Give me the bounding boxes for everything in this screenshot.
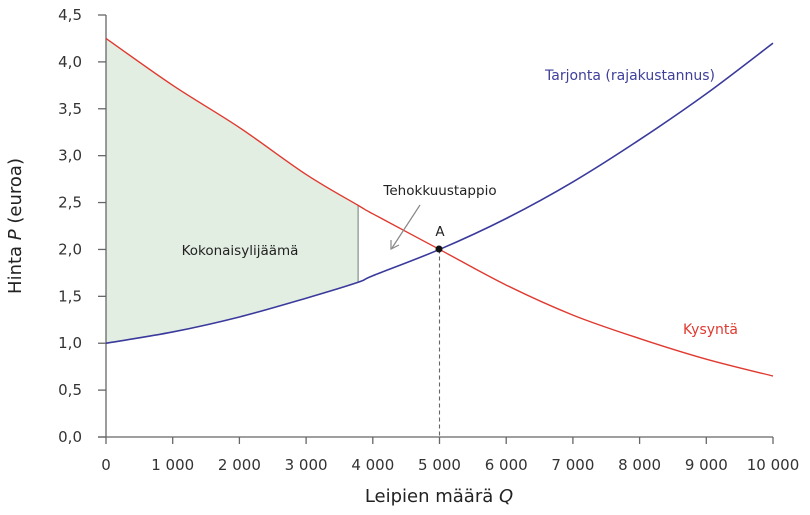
x-tick-label: 2 000 (218, 456, 261, 474)
point-a-label: A (435, 224, 445, 240)
y-tick-label: 1,5 (58, 287, 82, 305)
demand-curve (105, 37, 774, 377)
y-axis-title-post: (euroa) (5, 158, 26, 229)
x-tick-label: 9 000 (685, 456, 728, 474)
y-tick-label: 4,0 (58, 53, 82, 71)
y-tick-label: 2,0 (58, 240, 82, 258)
x-tick-label: 0 (101, 456, 111, 474)
x-tick-label: 1 000 (151, 456, 194, 474)
x-tick-label: 4 000 (351, 456, 394, 474)
y-axis-title-var: P (5, 229, 26, 240)
y-axis-title-pre: Hinta (5, 240, 26, 294)
supply-curve (105, 42, 774, 345)
x-tick-label: 3 000 (285, 456, 328, 474)
deadweight-arrow-icon (390, 204, 421, 250)
total-surplus-area (106, 38, 359, 344)
supply-label: Tarjonta (rajakustannus) (544, 68, 715, 84)
x-axis-title-var: Q (499, 486, 513, 507)
y-tick-label: 3,0 (58, 147, 82, 165)
x-tick-label: 6 000 (485, 456, 528, 474)
y-axis-title: Hinta P (euroa) (5, 158, 26, 294)
equilibrium-point-a (435, 245, 443, 253)
y-tick-label: 0,0 (58, 428, 82, 446)
x-tick-label: 5 000 (418, 456, 461, 474)
y-tick-label: 2,5 (58, 194, 82, 212)
y-tick-label: 0,5 (58, 381, 82, 399)
y-ticks: 0,0 0,5 1,0 1,5 2,0 2,5 3,0 3,5 4,0 4,5 (58, 6, 106, 446)
demand-label: Kysyntä (683, 322, 738, 338)
x-tick-label: 10 000 (747, 456, 800, 474)
axes (98, 15, 773, 438)
x-axis-title: Leipien määrä Q (365, 486, 513, 507)
y-tick-label: 4,5 (58, 6, 82, 24)
total-surplus-label: Kokonaisylijäämä (182, 243, 299, 259)
y-tick-label: 1,0 (58, 334, 82, 352)
x-tick-label: 8 000 (618, 456, 661, 474)
y-tick-label: 3,5 (58, 100, 82, 118)
deadweight-loss-label: Tehokkuustappio (382, 183, 496, 199)
x-tick-label: 7 000 (551, 456, 594, 474)
x-axis-title-text: Leipien määrä (365, 486, 499, 507)
x-ticks: 0 1 000 2 000 3 000 4 000 5 000 6 000 7 000 8 00… (101, 437, 799, 474)
